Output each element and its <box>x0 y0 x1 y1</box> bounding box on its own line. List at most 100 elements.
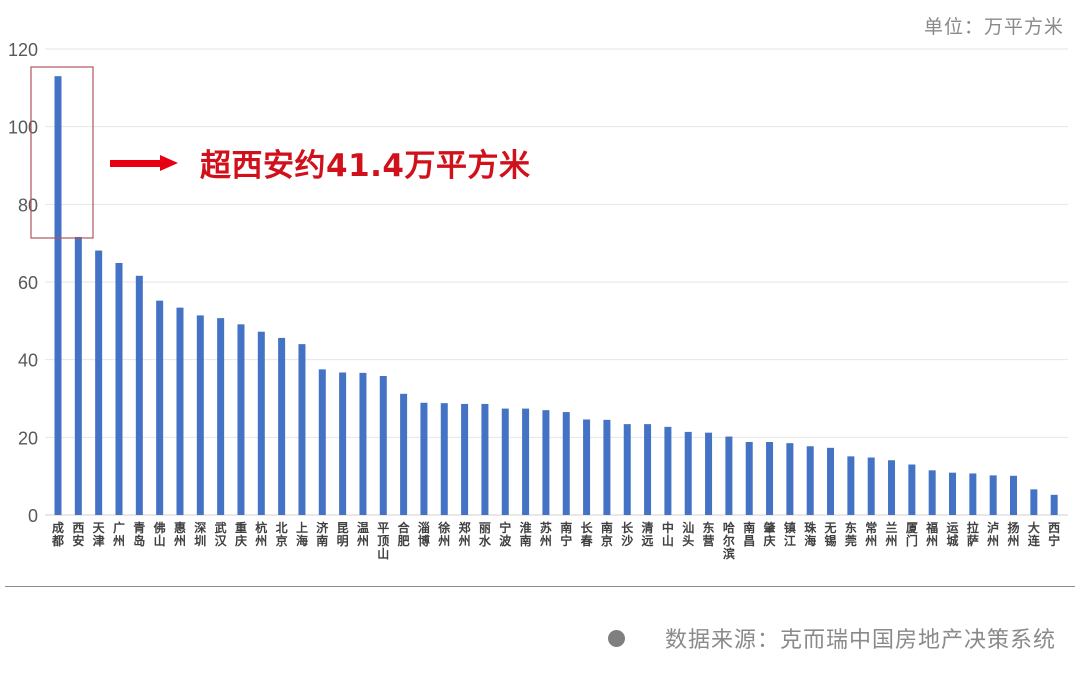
x-tick-label: 无锡 <box>824 521 837 548</box>
bar <box>725 436 733 515</box>
x-tick-label: 西安 <box>72 521 84 548</box>
x-tick-label: 深圳 <box>194 520 206 548</box>
x-tick-label: 东莞 <box>845 520 857 548</box>
x-tick-label: 武汉 <box>215 520 228 548</box>
bar <box>867 457 875 515</box>
bar <box>379 375 387 515</box>
highlight-box <box>30 66 94 239</box>
bar <box>786 443 794 515</box>
y-axis: 0 20 40 60 80 100 120 <box>8 40 38 526</box>
bar <box>562 412 570 515</box>
x-tick-label: 佛山 <box>153 520 166 548</box>
bar <box>847 456 855 515</box>
bar <box>217 318 225 515</box>
y-tick-label: 40 <box>18 351 38 371</box>
bar <box>928 470 936 515</box>
x-tick-label: 上海 <box>296 520 308 548</box>
x-tick-label: 合肥 <box>398 520 411 548</box>
x-tick-label: 天津 <box>93 521 106 548</box>
bar <box>888 460 896 515</box>
bar <box>908 464 916 515</box>
x-tick-label: 长沙 <box>621 520 634 548</box>
x-tick-label: 兰州 <box>885 520 898 548</box>
bar <box>766 441 774 515</box>
bullet-dot-icon <box>607 629 625 647</box>
x-tick-label: 长春 <box>580 520 594 548</box>
bar <box>705 432 713 515</box>
annotation-text: 超西安约41.4万平方米 <box>200 148 531 184</box>
x-tick-label: 温州 <box>356 521 369 548</box>
bar <box>237 324 245 515</box>
bar <box>684 431 692 515</box>
bar <box>359 372 367 515</box>
bar <box>339 372 347 515</box>
x-tick-label: 福州 <box>925 520 938 548</box>
x-tick-label: 平顶山 <box>377 521 389 561</box>
bar <box>278 337 286 515</box>
x-tick-label: 青岛 <box>133 520 145 548</box>
bar <box>481 403 489 515</box>
y-tick-label: 80 <box>18 195 38 215</box>
bar <box>664 426 672 515</box>
arrow-right-icon <box>110 154 178 171</box>
bar <box>156 300 164 515</box>
x-tick-label: 泸州 <box>986 520 999 548</box>
source-text: 数据来源：克而瑞中国房地产决策系统 <box>664 628 1056 653</box>
x-tick-label: 宁波 <box>499 520 512 548</box>
y-tick-label: 120 <box>8 40 38 60</box>
x-tick-label: 郑州 <box>458 520 471 548</box>
x-tick-label: 拉萨 <box>967 520 979 548</box>
x-tick-label: 丽水 <box>479 521 492 548</box>
x-tick-label: 徐州 <box>437 520 450 548</box>
bar <box>542 410 550 515</box>
x-tick-label: 厦门 <box>906 520 919 548</box>
x-tick-label: 运城 <box>947 521 959 548</box>
x-tick-label: 肇庆 <box>763 520 777 548</box>
bar <box>135 275 143 515</box>
bar <box>176 307 184 515</box>
bar <box>644 424 652 515</box>
x-tick-label: 南昌 <box>743 520 755 548</box>
x-tick-label: 中山 <box>662 520 674 548</box>
x-tick-label: 南京 <box>601 520 613 548</box>
bar <box>461 403 469 515</box>
x-axis-labels: 成都西安天津广州青岛佛山惠州深圳武汉重庆杭州北京上海济南昆明温州平顶山合肥淄博徐… <box>51 520 1060 561</box>
bar <box>1010 475 1018 515</box>
x-tick-label: 重庆 <box>234 520 247 548</box>
bar <box>806 446 814 515</box>
x-tick-label: 西宁 <box>1048 521 1060 548</box>
x-tick-label: 哈尔滨 <box>723 520 735 561</box>
x-tick-label: 大连 <box>1028 520 1041 548</box>
x-tick-label: 北京 <box>276 520 288 548</box>
bar <box>522 408 530 515</box>
bar <box>949 472 957 515</box>
bar <box>318 369 326 515</box>
bar <box>115 262 123 515</box>
unit-label: 单位：万平方米 <box>923 16 1064 38</box>
bar <box>196 315 204 515</box>
x-tick-label: 南宁 <box>560 520 572 548</box>
x-tick-label: 淄博 <box>418 520 430 548</box>
annotation: 超西安约41.4万平方米 <box>110 140 531 185</box>
y-tick-label: 60 <box>18 273 38 293</box>
bar <box>74 236 82 515</box>
bar <box>400 393 408 515</box>
x-tick-label: 珠海 <box>804 520 817 548</box>
bar <box>583 419 591 515</box>
x-tick-label: 广州 <box>112 520 125 548</box>
x-tick-label: 清远 <box>642 520 654 548</box>
x-tick-label: 惠州 <box>173 520 186 548</box>
bar <box>1030 489 1038 515</box>
divider <box>5 586 1075 587</box>
bar <box>623 424 631 515</box>
bar <box>603 419 611 515</box>
y-tick-label: 0 <box>28 506 38 526</box>
bar <box>257 331 265 515</box>
bars <box>54 76 1058 516</box>
bar <box>420 402 428 515</box>
bar <box>1050 494 1058 515</box>
bar <box>298 344 306 515</box>
bar <box>969 473 977 515</box>
bar <box>745 441 753 515</box>
